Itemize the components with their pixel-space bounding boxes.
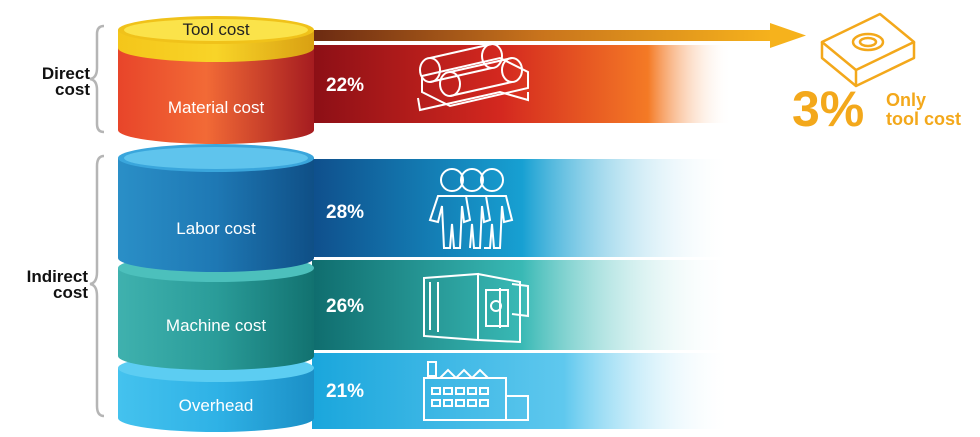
direct-brace — [90, 26, 104, 132]
material-percentage: 22% — [326, 75, 364, 97]
labor-cylinder — [118, 144, 314, 272]
indirect-brace — [90, 156, 104, 416]
machine-percentage: 26% — [326, 296, 364, 318]
tool-cost-note: Only tool cost — [886, 91, 961, 129]
material-band — [312, 45, 732, 123]
overhead-percentage: 21% — [326, 381, 364, 403]
machine-cost-label: Machine cost — [118, 316, 314, 336]
cutting-insert-icon — [822, 14, 914, 86]
indirect-cost-label: Indirect cost — [0, 269, 88, 301]
labor-band — [312, 159, 732, 257]
tool-cost-label: Tool cost — [118, 20, 314, 40]
tool-cost-share: 3% — [792, 84, 864, 134]
overhead-label: Overhead — [118, 396, 314, 416]
tool-cost-arrow — [312, 23, 806, 48]
labor-percentage: 28% — [326, 202, 364, 224]
direct-cost-label: Direct cost — [10, 66, 90, 98]
labor-cost-label: Labor cost — [118, 219, 314, 239]
material-cost-label: Material cost — [118, 98, 314, 118]
machine-band — [312, 260, 732, 350]
overhead-band — [312, 353, 732, 429]
